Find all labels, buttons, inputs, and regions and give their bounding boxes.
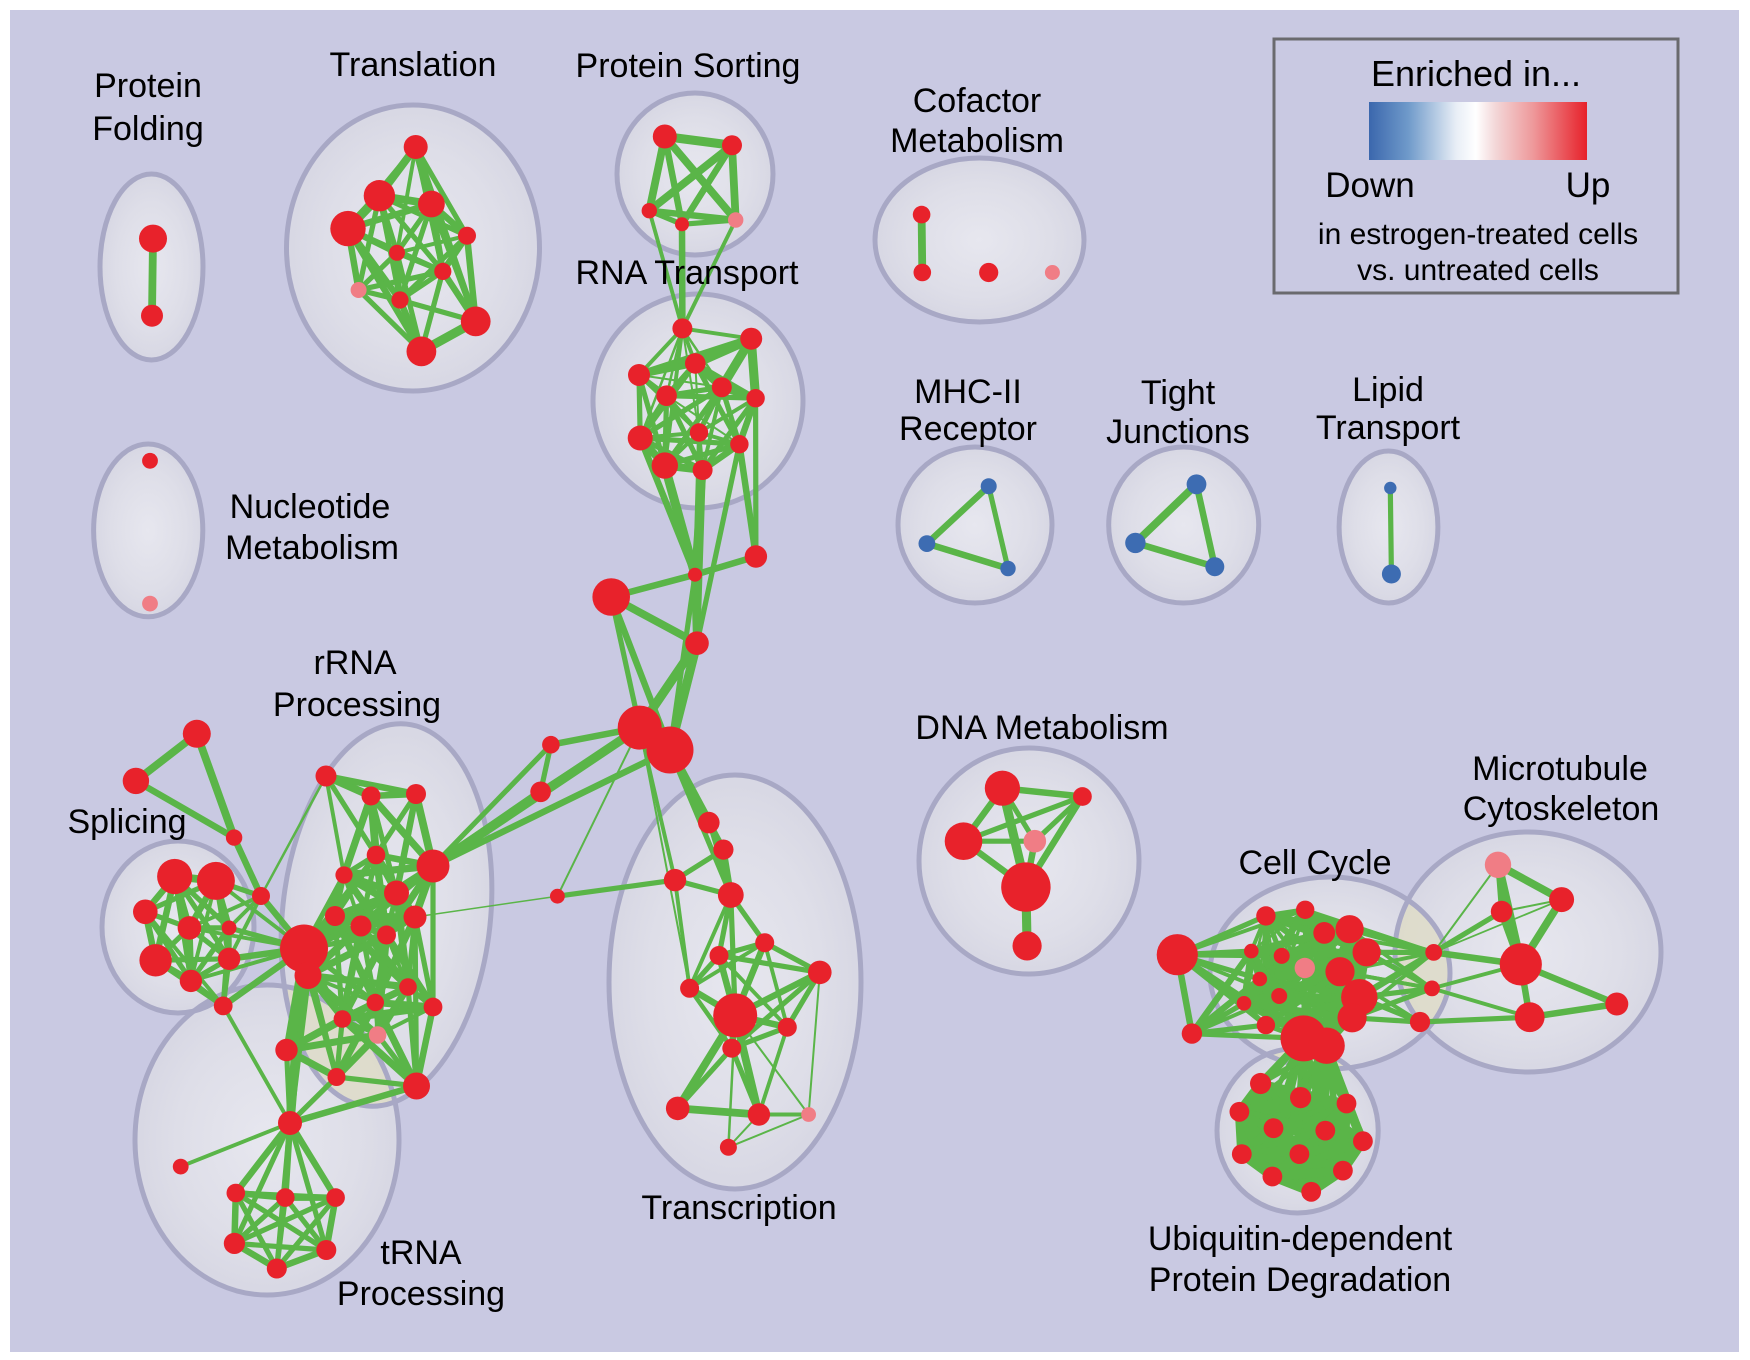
svg-text:vs. untreated cells: vs. untreated cells [1357,254,1599,287]
svg-text:Up: Up [1566,166,1611,205]
svg-text:Processing: Processing [337,1275,505,1313]
svg-text:Translation: Translation [330,46,497,84]
svg-text:Protein Sorting: Protein Sorting [576,47,801,85]
svg-text:Down: Down [1325,166,1414,205]
svg-text:rRNA: rRNA [313,644,396,682]
svg-text:Transcription: Transcription [641,1189,836,1227]
svg-text:Nucleotide: Nucleotide [230,488,391,526]
svg-text:Splicing: Splicing [67,803,186,841]
svg-text:Cytoskeleton: Cytoskeleton [1463,790,1660,828]
svg-text:Cofactor: Cofactor [913,82,1042,120]
svg-text:Transport: Transport [1316,409,1461,447]
svg-text:Protein: Protein [94,67,202,105]
svg-text:Receptor: Receptor [899,410,1037,448]
svg-text:Junctions: Junctions [1106,413,1250,451]
svg-text:RNA Transport: RNA Transport [576,254,800,292]
svg-text:DNA Metabolism: DNA Metabolism [915,709,1168,747]
svg-text:Processing: Processing [273,686,441,724]
svg-text:Enriched in...: Enriched in... [1371,53,1581,94]
svg-text:Folding: Folding [92,110,204,148]
svg-text:Metabolism: Metabolism [225,529,399,567]
svg-text:Metabolism: Metabolism [890,122,1064,160]
svg-text:Microtubule: Microtubule [1472,750,1648,788]
svg-text:tRNA: tRNA [380,1234,462,1272]
svg-text:Ubiquitin-dependent: Ubiquitin-dependent [1148,1220,1453,1258]
svg-text:Cell Cycle: Cell Cycle [1238,844,1391,882]
svg-text:in estrogen-treated cells: in estrogen-treated cells [1318,218,1638,251]
svg-text:Tight: Tight [1141,374,1216,412]
svg-text:Lipid: Lipid [1352,371,1424,409]
svg-text:MHC-II: MHC-II [914,373,1022,411]
svg-text:Protein Degradation: Protein Degradation [1149,1261,1451,1299]
